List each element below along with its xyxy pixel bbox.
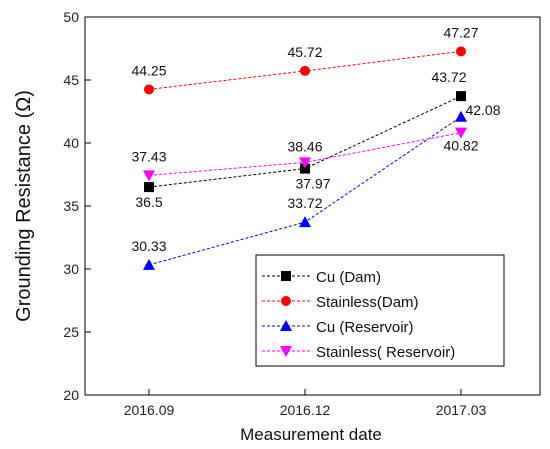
y-axis: 20 25 30 35 40 45 50: [63, 9, 91, 403]
data-label: 40.82: [443, 138, 478, 154]
legend-box: [255, 254, 505, 367]
legend-label: Cu (Reservoir): [316, 319, 414, 336]
x-tick-label: 2016.09: [124, 402, 175, 418]
data-point: [144, 182, 154, 193]
y-tick-label: 45: [63, 72, 79, 88]
data-point: [144, 84, 154, 95]
legend-label: Cu (Dam): [316, 269, 381, 286]
y-tick-label: 40: [63, 135, 79, 151]
data-point: [300, 163, 310, 174]
legend-marker: [281, 271, 291, 281]
y-axis-title: Grounding Resistance (Ω): [13, 90, 35, 322]
data-labels: 36.5 37.97 43.72 44.25 45.72 47.27 30.33 33.72 4…: [131, 24, 500, 253]
data-label: 45.72: [287, 44, 322, 60]
y-tick-label: 50: [63, 9, 79, 25]
data-point: [455, 110, 467, 122]
legend-marker: [280, 320, 292, 331]
data-label: 33.72: [287, 195, 322, 211]
x-axis: 2016.09 2016.12 2017.03: [124, 389, 487, 418]
data-label: 36.5: [135, 194, 162, 210]
x-axis-title: Measurement date: [240, 425, 382, 444]
data-label: 42.08: [465, 102, 500, 118]
data-point: [143, 170, 155, 182]
y-tick-label: 30: [63, 261, 79, 277]
y-tick-label: 20: [63, 387, 79, 403]
y-tick-label: 25: [63, 324, 79, 340]
legend-marker: [281, 296, 291, 306]
data-label: 38.46: [287, 138, 322, 154]
legend: Cu (Dam) Stainless(Dam) Cu (Reservoir) Stai…: [255, 254, 505, 367]
data-point: [456, 91, 466, 102]
data-label: 37.97: [295, 176, 330, 192]
data-point: [455, 127, 467, 139]
data-label: 37.43: [131, 148, 166, 164]
data-point: [143, 258, 155, 270]
series-layer: [143, 46, 467, 270]
data-label: 43.72: [431, 69, 466, 85]
data-point: [456, 46, 466, 57]
data-label: 47.27: [443, 24, 478, 40]
data-point: [299, 216, 311, 228]
legend-label: Stainless(Dam): [316, 294, 419, 311]
x-tick-label: 2016.12: [280, 402, 331, 418]
data-label: 30.33: [131, 238, 166, 254]
y-tick-label: 35: [63, 198, 79, 214]
legend-label: Stainless( Reservoir): [316, 344, 455, 361]
data-label: 44.25: [131, 62, 166, 78]
legend-marker: [280, 346, 292, 357]
data-point: [299, 157, 311, 169]
data-point: [300, 65, 310, 76]
x-tick-label: 2017.03: [436, 402, 487, 418]
